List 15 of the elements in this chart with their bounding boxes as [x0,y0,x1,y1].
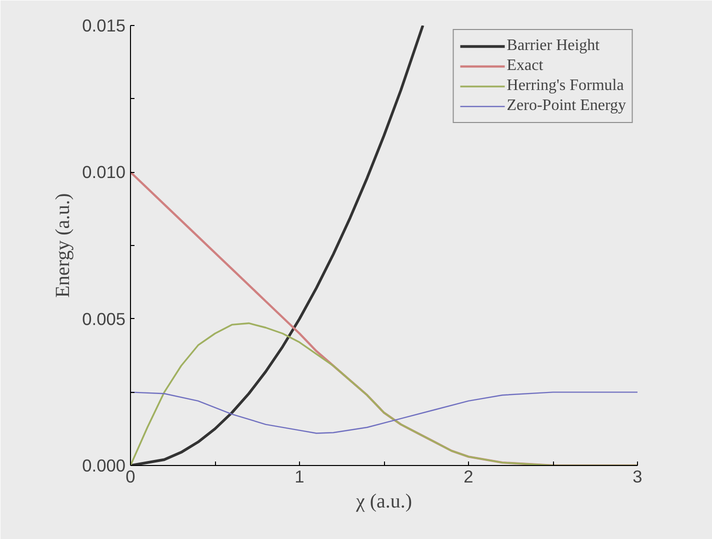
x-tick-label: 3 [632,466,642,486]
x-tick-label: 1 [294,466,304,486]
legend-label: Zero-Point Energy [506,97,626,115]
x-axis-title: χ (a.u.) [354,490,412,512]
legend-label: Barrier Height [506,37,600,55]
y-tick-label: 0.005 [82,308,126,329]
y-tick-label: 0.015 [82,16,126,36]
legend-label: Exact [506,57,544,75]
y-axis-title: Energy (a.u.) [52,193,74,298]
legend-label: Herring's Formula [506,77,624,95]
y-tick-label: 0.010 [82,162,126,182]
line-series [130,392,638,434]
y-tick-label: 0.000 [82,456,126,476]
x-tick-label: 0 [126,466,136,486]
x-tick-label: 2 [464,466,474,486]
